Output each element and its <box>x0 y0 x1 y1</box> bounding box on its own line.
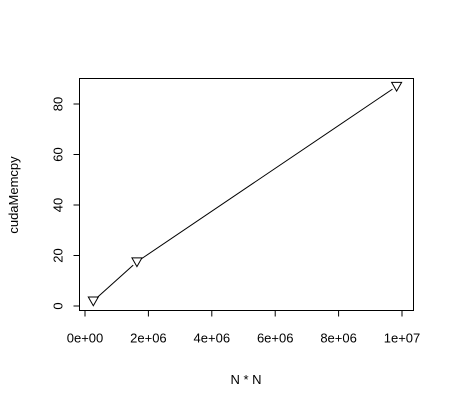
x-axis-label: N * N <box>230 372 261 387</box>
x-tick-label: 8e+06 <box>320 331 357 346</box>
y-tick-label: 20 <box>51 248 66 262</box>
y-tick-label: 0 <box>51 302 66 309</box>
y-axis: 0 20 40 60 80 <box>51 97 80 310</box>
series-layer <box>87 81 403 307</box>
y-tick-label: 80 <box>51 97 66 111</box>
x-tick-label: 4e+06 <box>194 331 231 346</box>
y-axis-label: cudaMemcpy <box>6 156 21 234</box>
x-tick-label: 6e+06 <box>257 331 294 346</box>
y-tick-label: 40 <box>51 198 66 212</box>
y-tick-label: 60 <box>51 147 66 161</box>
series-line-segment <box>140 88 393 260</box>
x-tick-label: 2e+06 <box>130 331 167 346</box>
x-tick-label: 0e+00 <box>67 331 104 346</box>
x-axis: 0e+00 2e+06 4e+06 6e+06 8e+06 1e+07 <box>67 310 421 346</box>
data-point <box>390 81 403 93</box>
data-point <box>87 296 100 307</box>
plot-frame <box>79 78 414 311</box>
data-point <box>131 257 143 268</box>
x-tick-label: 1e+07 <box>384 331 421 346</box>
series-line-segment <box>96 264 134 298</box>
